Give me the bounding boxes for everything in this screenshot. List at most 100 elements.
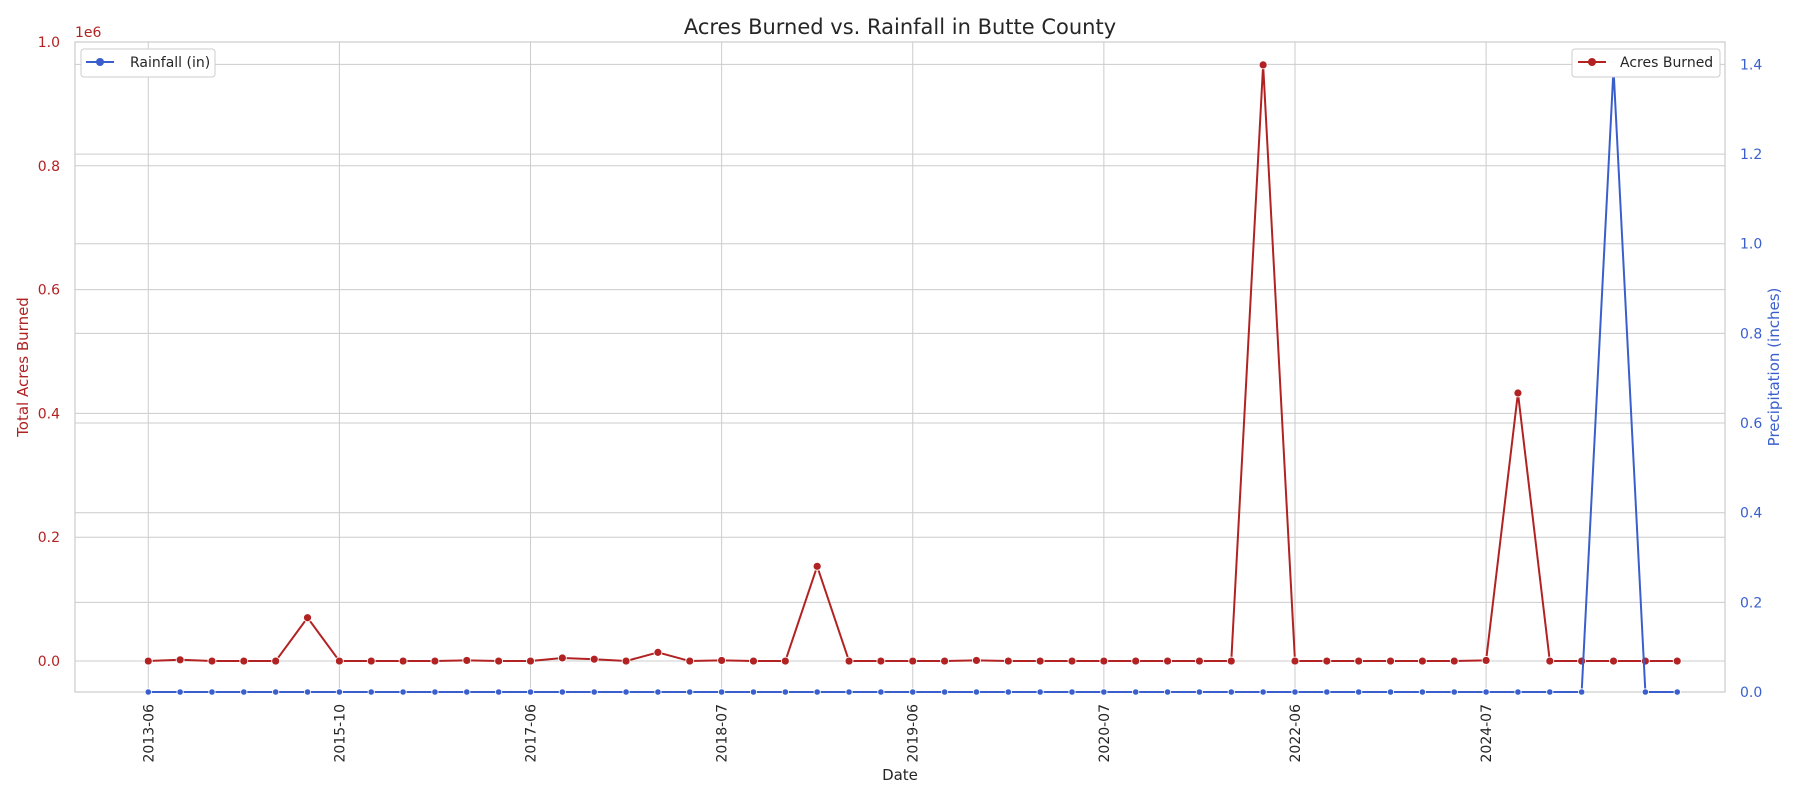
acres-burned-point: [1131, 656, 1141, 666]
acres-burned-point: [812, 561, 822, 571]
legend-acres-burned-marker: [1588, 58, 1596, 66]
acres-burned-point: [1354, 656, 1364, 666]
acres-burned-point: [1195, 656, 1204, 666]
right-y-tick-label: 1.0: [1740, 237, 1762, 253]
legend-rainfall-box: [80, 48, 216, 78]
rainfall-point: [335, 688, 343, 696]
rainfall-point: [781, 688, 789, 696]
acres-burned-point: [366, 656, 376, 666]
rainfall-point: [526, 688, 535, 696]
acres-burned-point: [1672, 656, 1682, 666]
rainfall-point: [1100, 688, 1108, 696]
acres-burned-point: [1449, 656, 1459, 666]
legend-rainfall-marker: [96, 58, 104, 66]
rainfall-point: [1036, 688, 1044, 696]
legend-acres-burned-label: Acres Burned: [1620, 55, 1713, 71]
left-y-tick-label: 0.2: [38, 530, 60, 546]
rainfall-point: [1068, 688, 1076, 696]
rainfall-point: [590, 688, 598, 696]
rainfall-point: [399, 688, 407, 696]
x-tick-label: 2013-06: [141, 704, 157, 763]
acres-burned-point: [1067, 656, 1077, 666]
rainfall-point: [1641, 688, 1649, 696]
left-y-tick-label: 0.0: [38, 654, 60, 670]
rainfall-point: [1546, 688, 1554, 696]
right-y-tick-label: 1.2: [1740, 147, 1762, 163]
rainfall-point: [1482, 688, 1490, 696]
rainfall-point: [463, 688, 471, 696]
right-y-tick-label: 0.6: [1740, 416, 1762, 432]
acres-burned-point: [1163, 656, 1172, 666]
rainfall-point: [622, 688, 630, 696]
rainfall-point: [1004, 688, 1012, 696]
acres-burned-point: [334, 656, 344, 666]
acres-burned-point: [653, 647, 663, 657]
left-y-tick-label: 0.6: [38, 283, 60, 299]
acres-burned-point: [1226, 656, 1236, 666]
acres-burned-point: [1481, 656, 1491, 665]
acres-burned-point: [1386, 656, 1395, 666]
acres-burned-point: [621, 656, 631, 666]
acres-burned-point: [303, 613, 312, 623]
rainfall-point: [1291, 688, 1299, 696]
left-y-tick-label: 0.4: [38, 406, 60, 422]
acres-burned-point: [780, 656, 790, 666]
acres-burned-point: [1640, 656, 1650, 666]
acres-burned-point: [462, 656, 472, 665]
acres-burned-point: [940, 656, 949, 666]
rainfall-point: [877, 688, 885, 696]
acres-burned-point: [1417, 656, 1427, 666]
acres-burned-point: [1099, 656, 1109, 666]
acres-burned-point: [876, 656, 886, 666]
acres-burned-point: [908, 656, 918, 666]
rainfall-point: [208, 688, 216, 696]
acres-burned-point: [494, 656, 504, 666]
rainfall-point: [686, 688, 694, 696]
acres-burned-point: [1545, 656, 1555, 666]
left-y-tick-label: 0.8: [38, 159, 60, 175]
right-y-tick-label: 0.2: [1740, 595, 1762, 611]
rainfall-point: [749, 688, 758, 696]
x-tick-label: 2018-07: [715, 704, 731, 763]
acres-burned-point: [844, 656, 854, 666]
rainfall-point: [1259, 688, 1267, 696]
rainfall-point: [1227, 688, 1235, 696]
rainfall-point: [1323, 688, 1331, 696]
x-tick-label: 2022-06: [1288, 704, 1304, 763]
rainfall-point: [272, 688, 280, 696]
right-y-tick-label: 0.4: [1740, 506, 1762, 522]
x-tick-label: 2019-06: [906, 704, 922, 763]
rainfall-point: [1418, 688, 1426, 696]
rainfall-point: [558, 688, 566, 696]
x-axis-label: Date: [882, 766, 918, 784]
acres-burned-point: [685, 656, 695, 666]
x-tick-label: 2017-06: [524, 704, 540, 763]
acres-burned-point: [1035, 656, 1045, 666]
x-tick-label: 2024-07: [1479, 704, 1495, 763]
x-tick-label: 2015-10: [332, 704, 348, 763]
rainfall-point: [144, 688, 152, 696]
rainfall-point: [1132, 688, 1140, 696]
rainfall-point: [1386, 688, 1395, 696]
right-y-tick-label: 0.0: [1740, 685, 1762, 701]
rainfall-point: [1578, 688, 1586, 696]
rainfall-point: [909, 688, 917, 696]
rainfall-point: [495, 688, 503, 696]
rainfall-point: [718, 688, 726, 696]
right-y-tick-label: 0.8: [1740, 326, 1762, 342]
acres-burned-point: [589, 654, 599, 664]
rainfall-point: [176, 688, 184, 696]
left-y-tick-label: 1.0: [38, 35, 60, 51]
acres-burned-point: [1513, 388, 1523, 398]
legend-rainfall-label: Rainfall (in): [130, 55, 210, 71]
left-axis-label: Total Acres Burned: [14, 297, 32, 438]
x-tick-label: 2020-07: [1097, 704, 1113, 763]
acres-burned-point: [143, 656, 153, 666]
rainfall-point: [367, 688, 375, 696]
rainfall-point: [1673, 688, 1681, 696]
acres-burned-point: [430, 656, 440, 666]
acres-burned-point: [398, 656, 408, 666]
acres-burned-point: [749, 656, 758, 666]
